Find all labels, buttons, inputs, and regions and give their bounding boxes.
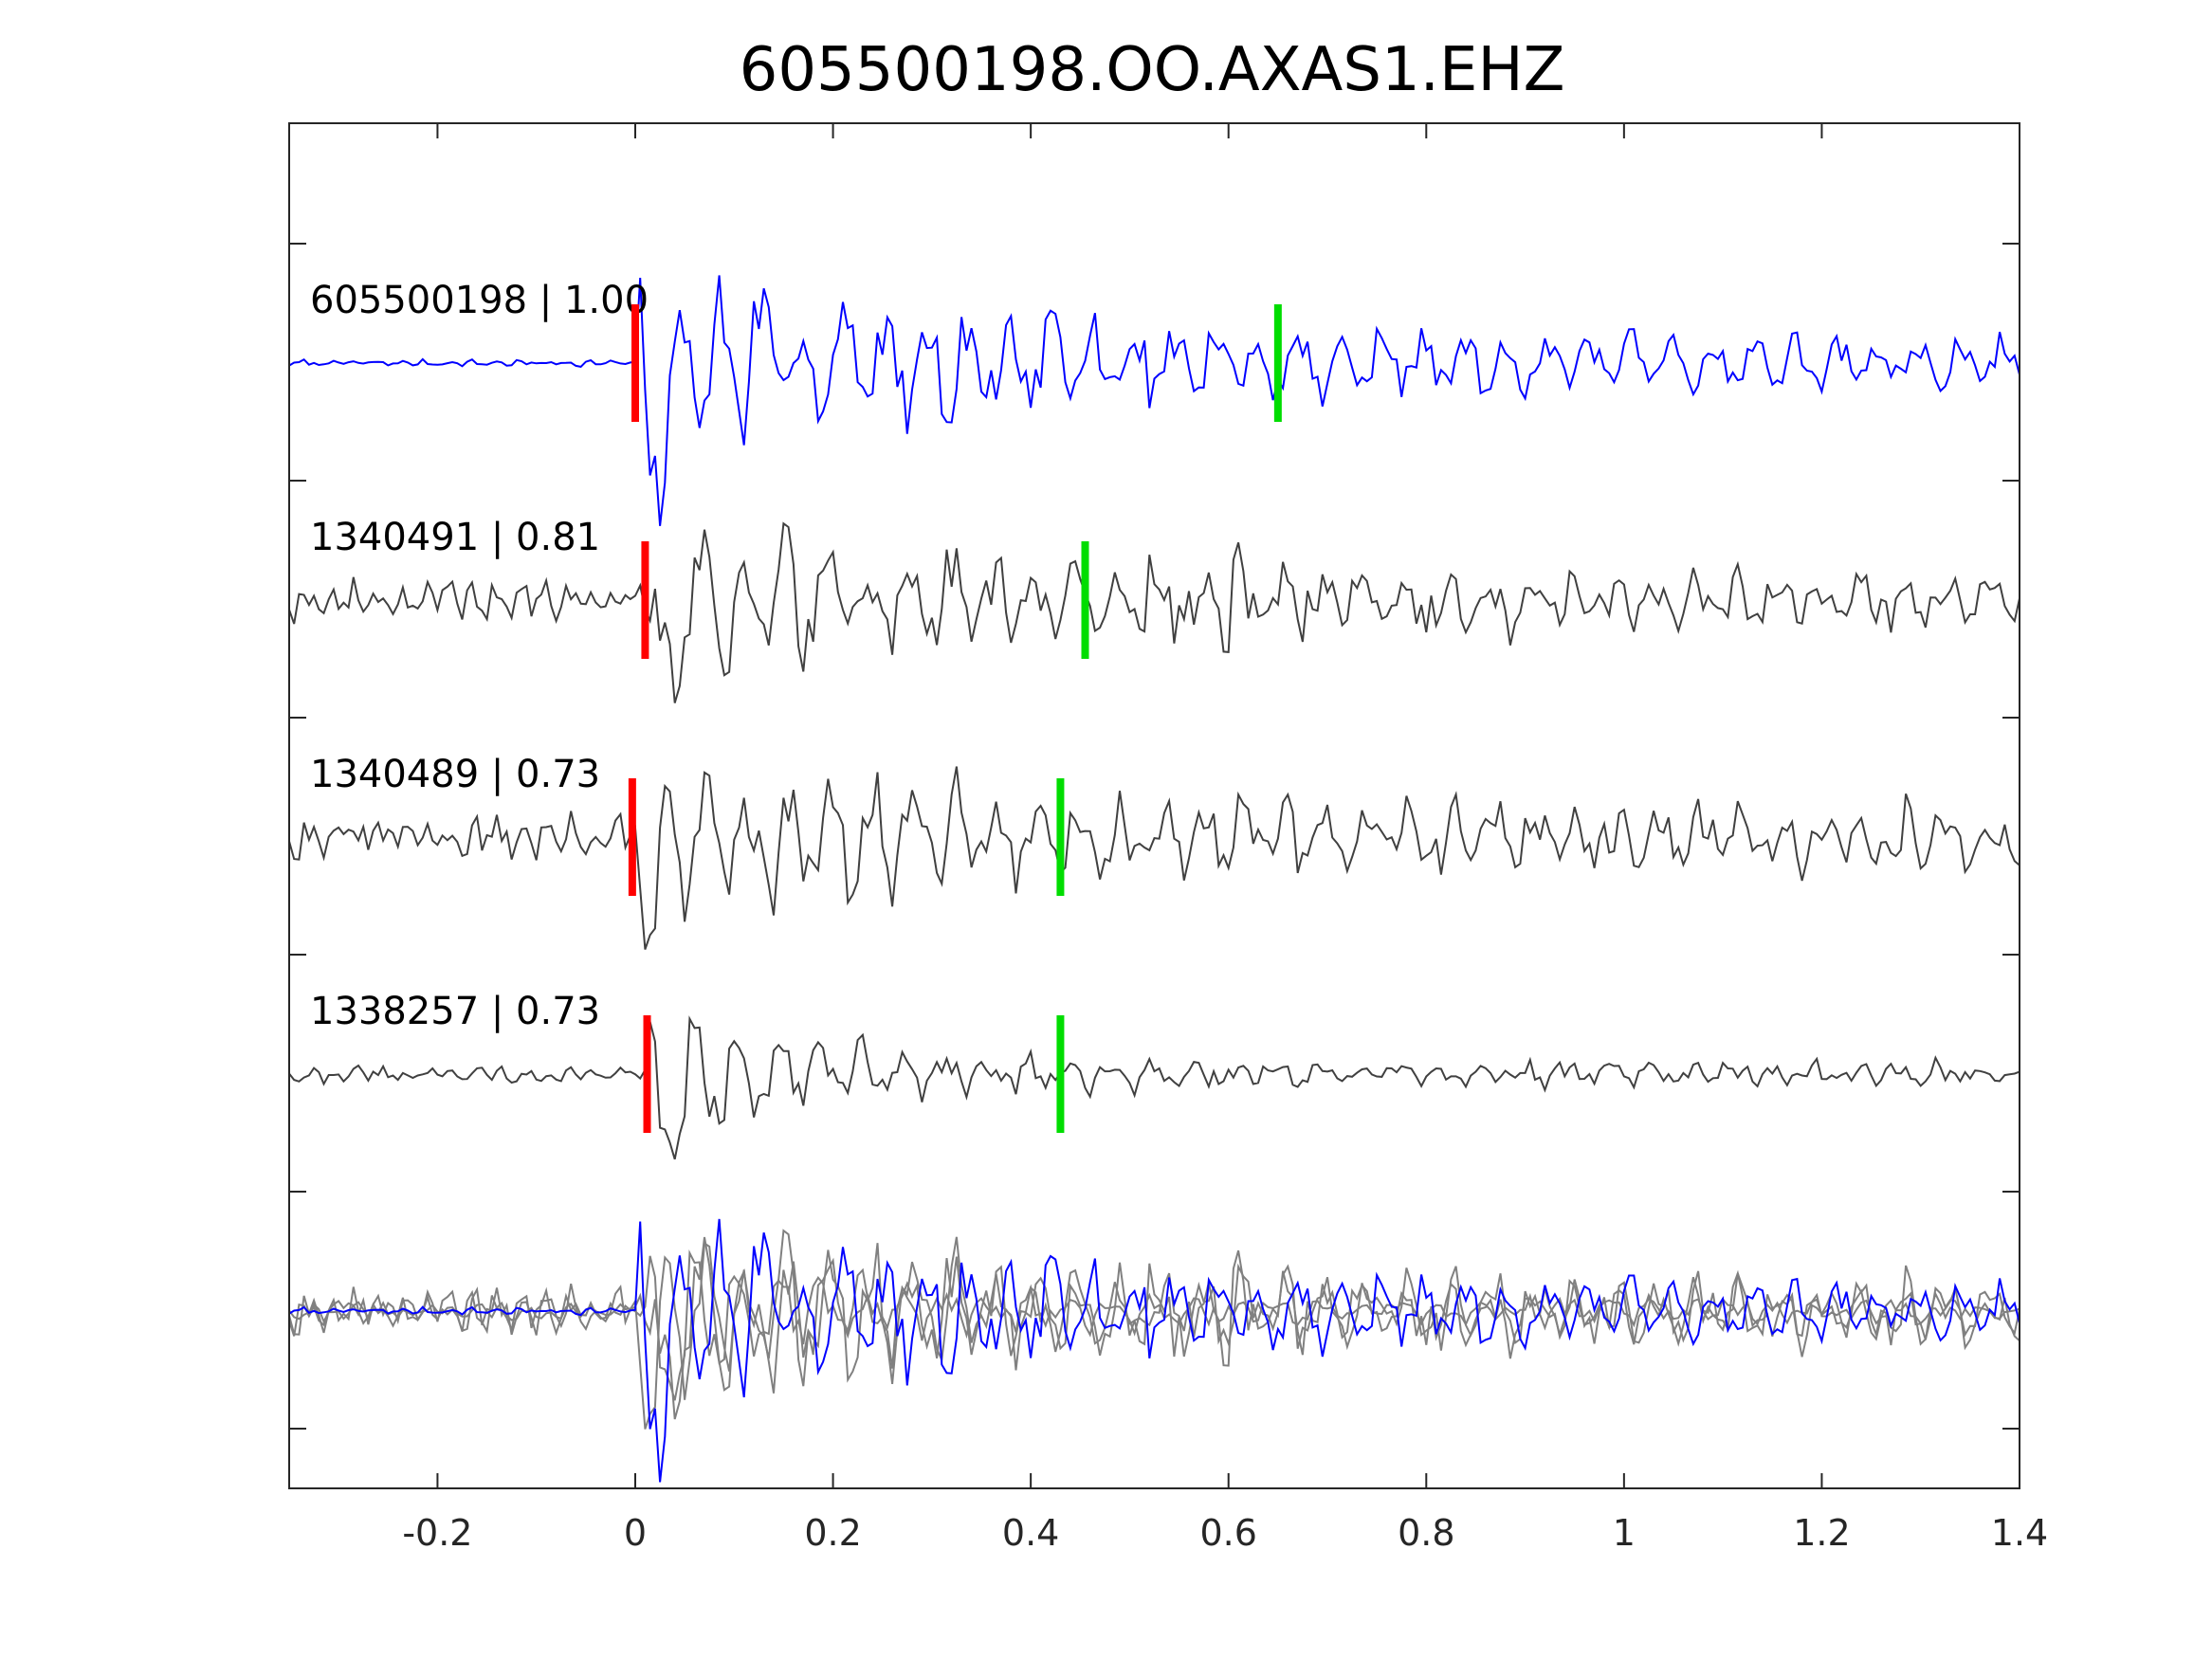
trace-waveform-3 [288,1015,2020,1160]
trace-label-3: 1338257 | 0.73 [310,990,600,1033]
x-tick-label: 0 [624,1512,647,1554]
overlay-waveform-1 [288,1229,2020,1420]
trace-waveform-2 [288,766,2020,950]
trace-label-2: 1340489 | 0.73 [310,753,600,796]
plot-frame [288,122,2020,1489]
trace-label-0: 605500198 | 1.00 [310,279,649,322]
x-tick-label: 0.6 [1199,1512,1256,1554]
trace-layer [288,275,2020,1483]
x-tick-label: 1 [1613,1512,1636,1554]
pick-marker-layer [628,304,1282,1133]
trace-label-1: 1340491 | 0.81 [310,516,600,559]
x-tick-label: 1.4 [1991,1512,2048,1554]
x-tick-label: 1.2 [1793,1512,1850,1554]
x-tick-label: -0.2 [402,1512,472,1554]
x-tick-label: 0.8 [1398,1512,1454,1554]
overlay-waveform-3 [288,1249,2020,1401]
overlay-waveform-0 [288,1218,2020,1483]
trace-label-layer: 605500198 | 1.00 1340491 | 0.81 1340489 | … [310,279,649,1033]
trace-waveform-0 [288,275,2020,526]
x-tick-label: 0.2 [804,1512,861,1554]
trace-waveform-1 [288,521,2020,703]
axis-tick-layer: -0.2 0 0.2 0.4 0.6 0.8 1 1.2 1.4 [289,123,2048,1554]
chart-title: 605500198.OO.AXAS1.EHZ [740,35,1565,105]
x-tick-label: 0.4 [1002,1512,1059,1554]
